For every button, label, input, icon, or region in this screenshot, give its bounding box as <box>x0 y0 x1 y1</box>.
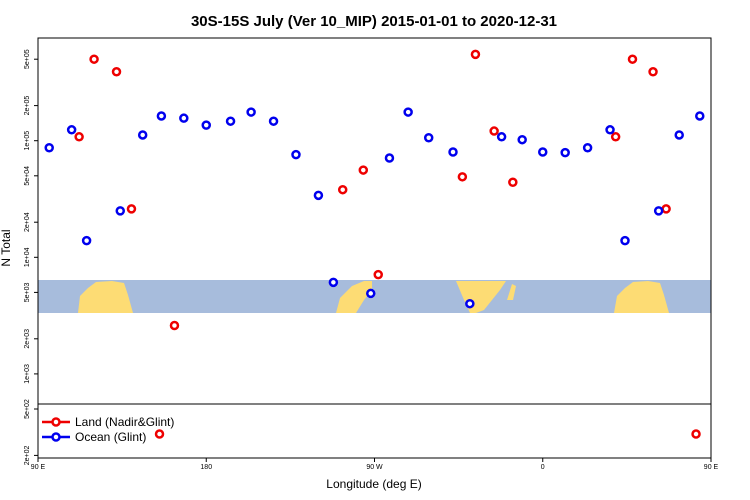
point <box>313 190 324 201</box>
land-patch <box>614 281 669 313</box>
point <box>66 125 77 135</box>
legend-label: Ocean (Glint) <box>75 430 146 444</box>
point <box>605 125 615 135</box>
ocean-strip <box>38 280 711 313</box>
point <box>44 143 54 153</box>
point <box>620 235 630 246</box>
point <box>695 111 705 121</box>
legend-marker <box>51 417 61 427</box>
point <box>137 130 148 140</box>
point <box>291 149 301 160</box>
y-axis-label: N Total <box>0 229 13 266</box>
point <box>648 67 658 77</box>
x-tick-label: 0 <box>541 464 545 471</box>
map-background <box>38 280 711 313</box>
y-tick-label: 5e+03 <box>24 282 31 302</box>
x-axis-label: Longitude (deg E) <box>326 477 421 491</box>
y-tick-label: 2e+05 <box>24 96 31 116</box>
legend-label: Land (Nadir&Glint) <box>75 415 174 429</box>
point <box>268 116 279 126</box>
point <box>496 132 507 142</box>
point <box>448 147 458 157</box>
point <box>111 67 122 77</box>
point <box>489 126 499 136</box>
point <box>126 204 137 214</box>
point <box>582 143 593 153</box>
y-tick-label: 5e+02 <box>24 399 31 419</box>
y-tick-label: 1e+03 <box>24 364 31 384</box>
x-tick-label: 90 E <box>31 464 46 471</box>
point <box>328 277 339 288</box>
point <box>465 298 475 309</box>
point <box>691 429 701 439</box>
point <box>457 172 468 182</box>
plot-frame <box>37 37 712 459</box>
y-tick-label: 1e+04 <box>24 247 31 267</box>
land-patch <box>507 284 516 300</box>
point <box>246 107 256 117</box>
point <box>169 320 180 331</box>
point <box>89 54 99 64</box>
point <box>517 134 527 145</box>
y-tick-label: 2e+04 <box>24 212 31 232</box>
y-tick-label: 2e+03 <box>24 329 31 349</box>
y-tick-label: 5e+05 <box>24 49 31 69</box>
x-tick-label: 90 E <box>704 464 719 471</box>
y-tick-label: 5e+04 <box>24 166 31 186</box>
point <box>156 111 167 121</box>
point <box>81 235 92 246</box>
point <box>154 429 165 439</box>
point <box>366 288 376 299</box>
point <box>115 206 126 216</box>
point <box>373 269 383 280</box>
point <box>653 206 664 216</box>
chart-title: 30S-15S July (Ver 10_MIP) 2015-01-01 to … <box>191 13 557 30</box>
point <box>179 113 189 123</box>
y-tick-label: 2e+02 <box>24 445 31 465</box>
y-tick-label: 1e+05 <box>24 131 31 151</box>
point <box>661 204 671 214</box>
land-patch <box>336 281 372 313</box>
point <box>610 132 621 142</box>
legend-marker <box>51 432 61 442</box>
point <box>403 107 413 117</box>
point <box>423 133 434 143</box>
point <box>225 116 236 126</box>
point <box>470 49 481 60</box>
point <box>674 130 684 140</box>
x-tick-label: 180 <box>200 464 212 471</box>
point <box>627 54 638 64</box>
land-patch <box>78 281 133 313</box>
point <box>508 177 518 188</box>
point <box>358 165 369 175</box>
point <box>74 132 84 142</box>
point <box>538 147 548 157</box>
point <box>337 184 348 195</box>
point <box>384 153 395 163</box>
point <box>560 147 570 158</box>
x-tick-label: 90 W <box>366 464 383 471</box>
point <box>201 120 211 130</box>
